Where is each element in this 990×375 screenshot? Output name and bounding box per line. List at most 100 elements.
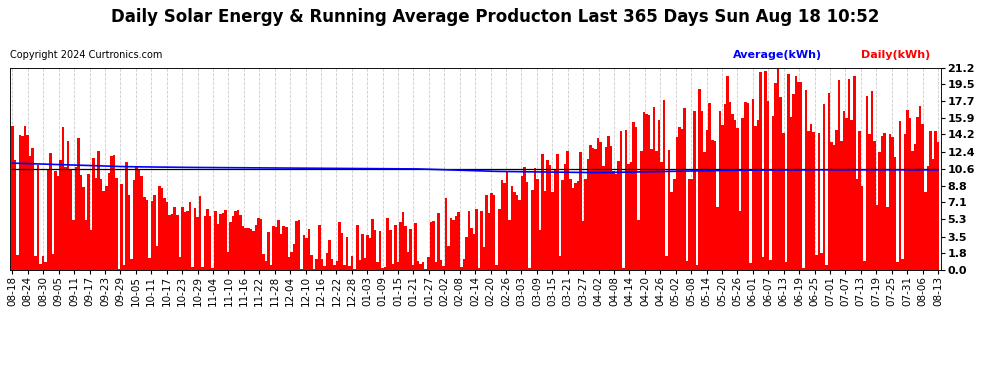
- Bar: [539, 230, 542, 270]
- Bar: [386, 218, 389, 270]
- Bar: [475, 209, 478, 270]
- Bar: [727, 76, 729, 270]
- Bar: [764, 71, 767, 270]
- Bar: [108, 172, 110, 270]
- Bar: [615, 174, 617, 270]
- Bar: [521, 176, 524, 270]
- Bar: [138, 170, 141, 270]
- Bar: [178, 256, 181, 270]
- Bar: [115, 178, 118, 270]
- Bar: [673, 179, 675, 270]
- Bar: [313, 268, 316, 270]
- Bar: [724, 104, 727, 270]
- Bar: [548, 165, 551, 270]
- Bar: [623, 268, 625, 270]
- Bar: [207, 209, 209, 270]
- Bar: [153, 195, 155, 270]
- Bar: [277, 220, 280, 270]
- Bar: [422, 262, 425, 270]
- Bar: [746, 103, 749, 270]
- Bar: [358, 260, 361, 270]
- Bar: [485, 195, 488, 270]
- Bar: [888, 134, 891, 270]
- Bar: [14, 160, 16, 270]
- Bar: [409, 229, 412, 270]
- Bar: [374, 230, 376, 270]
- Bar: [90, 230, 92, 270]
- Bar: [937, 142, 940, 270]
- Bar: [264, 261, 267, 270]
- Bar: [247, 228, 249, 270]
- Bar: [336, 261, 339, 270]
- Bar: [589, 145, 592, 270]
- Bar: [168, 215, 171, 270]
- Bar: [633, 122, 635, 270]
- Bar: [110, 156, 113, 270]
- Bar: [341, 232, 344, 270]
- Bar: [457, 212, 460, 270]
- Bar: [732, 114, 734, 270]
- Bar: [143, 197, 146, 270]
- Bar: [339, 222, 341, 270]
- Bar: [714, 141, 716, 270]
- Bar: [480, 211, 483, 270]
- Bar: [704, 152, 706, 270]
- Bar: [820, 254, 823, 270]
- Bar: [680, 129, 683, 270]
- Bar: [19, 135, 22, 270]
- Bar: [825, 266, 828, 270]
- Bar: [795, 76, 797, 270]
- Bar: [199, 196, 201, 270]
- Bar: [777, 68, 779, 270]
- Bar: [334, 266, 336, 270]
- Bar: [209, 216, 212, 270]
- Bar: [397, 262, 399, 270]
- Bar: [348, 266, 350, 270]
- Bar: [665, 256, 668, 270]
- Bar: [54, 171, 56, 270]
- Bar: [293, 244, 295, 270]
- Bar: [524, 167, 526, 270]
- Bar: [56, 176, 59, 270]
- Bar: [612, 171, 615, 270]
- Bar: [305, 238, 308, 270]
- Bar: [855, 179, 858, 270]
- Bar: [534, 168, 536, 270]
- Bar: [62, 128, 64, 270]
- Bar: [282, 226, 285, 270]
- Bar: [797, 82, 800, 270]
- Bar: [219, 214, 222, 270]
- Bar: [394, 225, 397, 270]
- Bar: [77, 138, 79, 270]
- Bar: [584, 180, 587, 270]
- Bar: [617, 161, 620, 270]
- Bar: [173, 207, 176, 270]
- Bar: [270, 265, 272, 270]
- Bar: [516, 195, 519, 270]
- Bar: [495, 265, 498, 270]
- Bar: [853, 76, 855, 270]
- Bar: [148, 258, 150, 270]
- Bar: [368, 238, 371, 270]
- Bar: [252, 231, 254, 270]
- Bar: [350, 256, 353, 270]
- Bar: [914, 144, 917, 270]
- Bar: [873, 141, 876, 270]
- Bar: [472, 234, 475, 270]
- Bar: [186, 211, 189, 270]
- Bar: [858, 131, 860, 270]
- Bar: [318, 225, 321, 270]
- Bar: [366, 235, 368, 270]
- Bar: [513, 192, 516, 270]
- Bar: [592, 148, 594, 270]
- Bar: [772, 116, 774, 270]
- Bar: [906, 110, 909, 270]
- Bar: [37, 165, 39, 270]
- Bar: [126, 162, 128, 270]
- Bar: [779, 97, 782, 270]
- Bar: [561, 180, 564, 270]
- Bar: [640, 151, 643, 270]
- Bar: [399, 222, 402, 270]
- Bar: [529, 268, 531, 270]
- Bar: [756, 120, 759, 270]
